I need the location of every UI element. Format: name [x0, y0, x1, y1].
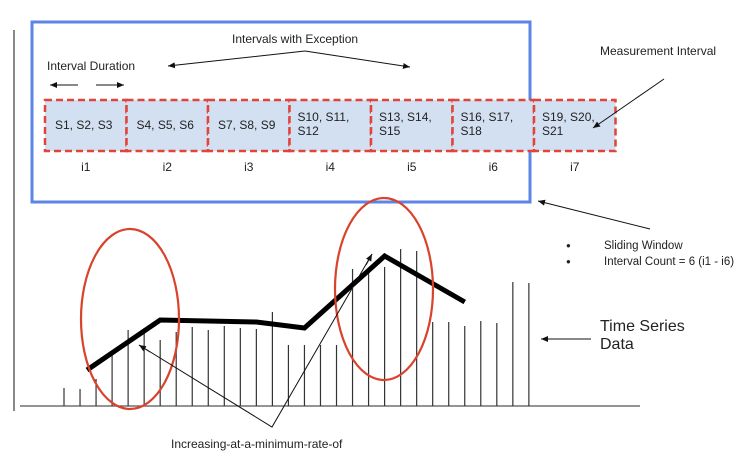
intervals-with-exception-label: Intervals with Exception — [232, 32, 359, 46]
interval-cell-i5 — [369, 98, 454, 153]
interval-samples-i2: S4, S5, S6 — [136, 118, 194, 132]
time-series-data-text: Time Series Data — [600, 318, 685, 353]
interval-samples-i5: S13, S14, S15 — [379, 110, 432, 138]
window-note-sliding-window: Sliding Window — [566, 238, 734, 254]
measurement-interval-arrow — [592, 78, 665, 129]
interval-id-i1: i1 — [81, 160, 91, 174]
sliding-window-arrow — [537, 199, 651, 230]
interval-samples-i3: S7, S8, S9 — [218, 118, 276, 132]
exception-arrow-right — [304, 50, 411, 69]
interval-cell-i6 — [451, 98, 536, 153]
interval-id-i5: i5 — [407, 160, 417, 174]
rate-arrow-head-1 — [138, 344, 151, 353]
rate-label: Increasing-at-a-minimum-rate-of — [171, 437, 343, 451]
interval-samples-i6: S16, S17, S18 — [460, 110, 514, 138]
interval-samples-i1: S1, S2, S3 — [55, 118, 113, 132]
window-notes-list: Sliding Window Interval Count = 6 (i1 - … — [566, 238, 734, 270]
interval-cells — [43, 98, 617, 153]
interval-id-i4: i4 — [325, 160, 335, 174]
measurement-interval-label: Measurement Interval — [600, 44, 717, 58]
interval-samples-i4: S10, S11, S12 — [297, 110, 350, 138]
trend-line — [85, 252, 466, 373]
interval-cell-i4 — [288, 98, 373, 153]
highlight-ellipse-1 — [79, 227, 181, 411]
interval-cell-i3 — [206, 98, 291, 153]
rate-arrow-head-2 — [365, 253, 373, 266]
interval-id-i2: i2 — [162, 160, 172, 174]
interval-id-i7: i7 — [570, 160, 580, 174]
highlight-ellipse-2 — [333, 196, 435, 382]
exception-arrow-left — [167, 50, 306, 69]
interval-id-i3: i3 — [244, 160, 254, 174]
interval-id-i6: i6 — [488, 160, 498, 174]
time-series-bars — [63, 249, 530, 406]
window-note-interval-count: Interval Count = 6 (i1 - i6) — [566, 254, 734, 270]
interval-cell-i1 — [43, 98, 128, 153]
interval-duration-label: Interval Duration — [47, 59, 136, 73]
interval-samples-i7: S19, S20, S21 — [542, 110, 595, 138]
rate-arrow-lines — [138, 253, 373, 428]
time-series-data-label: Time Series Data — [600, 318, 710, 354]
interval-cell-i7 — [532, 98, 617, 153]
interval-cell-i2 — [125, 98, 210, 153]
